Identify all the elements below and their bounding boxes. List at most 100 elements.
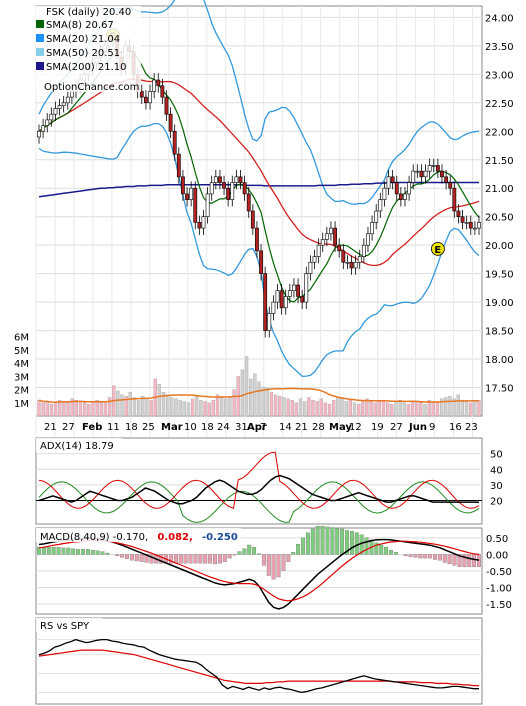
date-label: Jun bbox=[408, 422, 427, 433]
date-label: 10 bbox=[184, 422, 197, 433]
volume-bar bbox=[128, 392, 132, 417]
volume-tick-label: 2M bbox=[14, 386, 29, 397]
candle-body bbox=[349, 261, 354, 269]
macd-tick-label: 0.00 bbox=[486, 550, 508, 561]
volume-bar bbox=[348, 399, 352, 417]
volume-bar bbox=[444, 397, 448, 417]
volume-bar bbox=[182, 401, 186, 417]
macd-histogram-bar bbox=[169, 554, 173, 564]
date-label: 24 bbox=[217, 422, 230, 433]
volume-bar bbox=[435, 402, 440, 417]
macd-histogram-bar bbox=[364, 537, 369, 555]
price-tick-label: 23.50 bbox=[485, 42, 514, 53]
candle-body bbox=[234, 176, 239, 183]
candle-body bbox=[152, 79, 157, 92]
candle-body bbox=[390, 176, 395, 183]
macd-histogram-bar bbox=[173, 554, 178, 564]
candle-body bbox=[312, 256, 317, 263]
candle-body bbox=[366, 233, 370, 246]
volume-bar bbox=[381, 399, 386, 417]
price-tick-label: 18.00 bbox=[485, 355, 514, 366]
candle-body bbox=[386, 176, 391, 189]
candle-body bbox=[333, 227, 337, 246]
macd-histogram-bar bbox=[325, 526, 330, 555]
price-tick-label: 20.50 bbox=[485, 213, 514, 224]
price-tick-label: 22.00 bbox=[485, 127, 514, 138]
macd-histogram-bar bbox=[120, 554, 125, 558]
macd-histogram-bar bbox=[271, 554, 276, 580]
volume-bar bbox=[199, 399, 203, 417]
candle-body bbox=[45, 119, 50, 126]
volume-bar bbox=[145, 398, 149, 417]
candle-body bbox=[337, 244, 342, 252]
macd-histogram-bar bbox=[447, 554, 452, 565]
volume-bar bbox=[78, 401, 83, 417]
candle-body bbox=[205, 193, 210, 217]
volume-bar bbox=[373, 402, 377, 417]
macd-histogram-bar bbox=[76, 549, 81, 555]
legend-sma8: SMA(8) 20.67 bbox=[46, 20, 114, 31]
volume-bar bbox=[120, 394, 124, 417]
candle-body bbox=[361, 244, 366, 257]
macd-histogram-bar bbox=[134, 554, 139, 562]
macd-histogram-bar bbox=[266, 554, 271, 576]
macd-histogram-bar bbox=[296, 544, 301, 555]
macd-histogram-bar bbox=[208, 554, 213, 564]
candle-body bbox=[452, 187, 457, 212]
candle-body bbox=[49, 113, 54, 121]
macd-histogram-bar bbox=[203, 554, 208, 564]
candle-body bbox=[57, 105, 62, 109]
minus-di-line bbox=[38, 451, 480, 509]
candle-body bbox=[41, 125, 46, 132]
macd-histogram-bar bbox=[85, 549, 90, 555]
volume-bars bbox=[37, 356, 481, 417]
rs-grid bbox=[36, 639, 482, 693]
volume-bar bbox=[136, 399, 141, 417]
candle-body bbox=[238, 176, 243, 183]
macd-histogram-bar bbox=[252, 547, 257, 555]
volume-bar bbox=[195, 396, 199, 417]
volume-bar bbox=[74, 399, 79, 417]
macd-histogram-bar bbox=[335, 528, 340, 555]
candle-body bbox=[168, 113, 173, 132]
price-tick-label: 21.00 bbox=[485, 184, 514, 195]
adx-tick-label: 20 bbox=[490, 497, 503, 508]
candle-body bbox=[472, 227, 477, 230]
macd-histogram-bar bbox=[222, 554, 227, 562]
volume-bar bbox=[53, 402, 58, 417]
macd-histogram-bar bbox=[310, 528, 315, 555]
volume-bar bbox=[66, 402, 70, 417]
candle-body bbox=[357, 256, 362, 263]
candle-body bbox=[345, 261, 350, 264]
volume-bar bbox=[244, 356, 249, 417]
candle-body bbox=[197, 222, 202, 229]
volume-bar bbox=[41, 402, 45, 417]
macd-histogram-bar bbox=[257, 553, 261, 555]
volume-bar bbox=[327, 403, 332, 417]
macd-histogram-bar bbox=[437, 554, 442, 561]
date-label: 19 bbox=[371, 422, 384, 433]
volume-bar bbox=[91, 401, 95, 417]
candle-body bbox=[230, 182, 235, 200]
candle-body bbox=[460, 216, 465, 223]
macd-histogram-bar bbox=[188, 554, 193, 564]
candle-body bbox=[189, 187, 194, 200]
volume-bar bbox=[203, 401, 207, 417]
date-label: 7 bbox=[260, 422, 266, 433]
candle-body bbox=[456, 210, 461, 217]
candle-body bbox=[37, 130, 41, 138]
candle-body bbox=[431, 165, 436, 167]
candle-body bbox=[246, 193, 251, 212]
volume-bar bbox=[224, 398, 228, 417]
price-tick-label: 17.50 bbox=[485, 384, 514, 395]
volume-bar bbox=[166, 394, 170, 417]
date-label: 18 bbox=[201, 422, 214, 433]
macd-histogram-bar bbox=[340, 528, 345, 555]
candle-body bbox=[181, 176, 185, 195]
candle-body bbox=[292, 284, 296, 292]
candle-body bbox=[250, 210, 255, 229]
candle-body bbox=[464, 222, 469, 224]
volume-bar bbox=[83, 402, 87, 417]
candle-body bbox=[201, 216, 206, 229]
candle-body bbox=[275, 290, 280, 303]
